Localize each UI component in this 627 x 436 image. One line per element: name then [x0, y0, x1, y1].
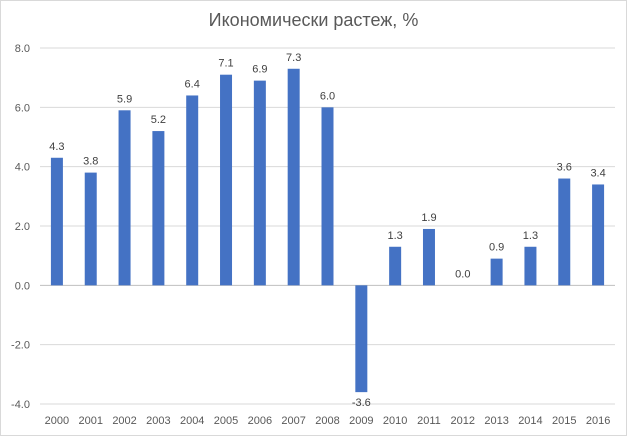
x-axis-tick-labels: 2000 2001 2002 2003 2004 2005 2006 2007 2008 2009…	[45, 415, 611, 427]
bar-2008	[321, 107, 334, 286]
data-label-2005: 7.1	[218, 58, 233, 70]
bar-2016	[592, 184, 605, 286]
bar-2003	[152, 131, 165, 286]
x-tick-label: 2012	[451, 415, 475, 427]
y-tick-label: 6.0	[15, 102, 30, 114]
bar-2004	[186, 95, 199, 286]
data-label-2009: -3.6	[352, 397, 371, 409]
data-labels: 4.3 3.8 5.9 5.2 6.4 7.1 6.9 7.3 6.0 -3.6 1.3 1.9 0.0…	[49, 52, 605, 409]
chart-title: Икономически растеж, %	[208, 10, 419, 30]
x-tick-label: 2004	[180, 415, 204, 427]
bar-2002	[118, 110, 131, 286]
data-label-2004: 6.4	[185, 78, 200, 90]
data-label-2015: 3.6	[557, 162, 572, 174]
data-label-2010: 1.3	[387, 230, 402, 242]
x-tick-label: 2002	[112, 415, 136, 427]
bar-2011	[422, 228, 435, 286]
y-tick-label: 8.0	[15, 43, 30, 55]
x-tick-label: 2006	[248, 415, 272, 427]
y-tick-label: 2.0	[15, 221, 30, 233]
bar-2010	[389, 246, 402, 286]
data-label-2008: 6.0	[320, 90, 335, 102]
bar-2000	[50, 157, 63, 286]
bars	[50, 68, 605, 393]
x-tick-label: 2007	[281, 415, 305, 427]
data-label-2013: 0.9	[489, 242, 504, 254]
data-label-2000: 4.3	[49, 141, 64, 153]
x-tick-label: 2010	[383, 415, 407, 427]
x-tick-label: 2011	[417, 415, 441, 427]
y-tick-label: -4.0	[11, 399, 30, 411]
x-tick-label: 2013	[484, 415, 508, 427]
bar-2013	[490, 258, 503, 286]
x-tick-label: 2016	[586, 415, 610, 427]
bar-2009	[355, 285, 368, 393]
bar-2001	[84, 172, 97, 286]
x-tick-label: 2015	[552, 415, 576, 427]
bar-2007	[287, 68, 300, 286]
bar-2014	[524, 246, 537, 286]
data-label-2001: 3.8	[83, 156, 98, 168]
x-tick-label: 2009	[349, 415, 373, 427]
data-label-2002: 5.9	[117, 93, 132, 105]
bar-2015	[558, 178, 571, 286]
data-label-2016: 3.4	[590, 167, 605, 179]
x-tick-label: 2008	[315, 415, 339, 427]
bar-2006	[253, 80, 266, 286]
y-tick-label: 4.0	[15, 162, 30, 174]
x-tick-label: 2005	[214, 415, 238, 427]
x-tick-label: 2001	[78, 415, 102, 427]
x-tick-label: 2014	[518, 415, 542, 427]
y-tick-label: -2.0	[11, 340, 30, 352]
x-tick-label: 2000	[45, 415, 69, 427]
y-tick-label: 0.0	[15, 280, 30, 292]
data-label-2014: 1.3	[523, 230, 538, 242]
data-label-2007: 7.3	[286, 52, 301, 64]
x-tick-label: 2003	[146, 415, 170, 427]
data-label-2012: 0.0	[455, 268, 470, 280]
data-label-2011: 1.9	[421, 212, 436, 224]
y-axis-tick-labels: -4.0 -2.0 0.0 2.0 4.0 6.0 8.0	[11, 43, 30, 411]
data-label-2003: 5.2	[151, 114, 166, 126]
bar-2005	[220, 74, 233, 286]
data-label-2006: 6.9	[252, 64, 267, 76]
